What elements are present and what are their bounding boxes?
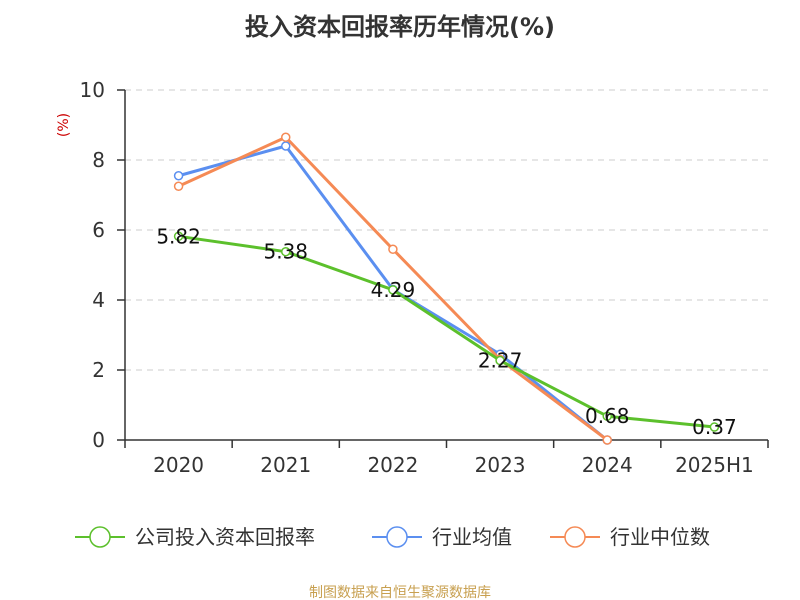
data-point bbox=[173, 231, 184, 242]
data-point bbox=[602, 435, 612, 445]
y-tick-label: 10 bbox=[80, 78, 105, 102]
legend-label: 公司投入资本回报率 bbox=[135, 525, 315, 549]
data-labels: 5.82 5.38 4.29 2.27 0.68 0.37 bbox=[156, 224, 736, 439]
legend-label: 行业中位数 bbox=[610, 525, 710, 549]
data-label: 4.29 bbox=[371, 278, 416, 302]
series-line bbox=[178, 234, 715, 429]
data-point bbox=[173, 171, 184, 181]
data-point bbox=[173, 181, 184, 191]
data-label: 0.68 bbox=[585, 404, 630, 428]
data-point bbox=[388, 285, 398, 295]
axes bbox=[124, 90, 768, 441]
data-point bbox=[281, 141, 291, 151]
legend-swatch-marker bbox=[386, 526, 408, 548]
y-axis-label: (%) bbox=[56, 113, 72, 137]
x-tick-label: 2020 bbox=[153, 453, 204, 477]
y-tick-label: 8 bbox=[92, 148, 105, 172]
data-point bbox=[602, 411, 612, 421]
data-point bbox=[709, 422, 720, 432]
data-point bbox=[281, 132, 291, 142]
source-note: 制图数据来自恒生聚源数据库 bbox=[309, 585, 491, 600]
x-axis-ticks: 2020 2021 2022 2023 2024 2025H1 bbox=[124, 440, 769, 477]
data-label: 5.38 bbox=[263, 240, 308, 264]
series-group bbox=[173, 132, 720, 445]
data-label: 2.27 bbox=[478, 349, 523, 373]
y-tick-label: 2 bbox=[92, 358, 105, 382]
y-axis-ticks: 0 2 4 6 8 10 bbox=[80, 78, 125, 452]
legend: 公司投入资本回报率 行业均值 行业中位数 bbox=[75, 525, 710, 549]
y-tick-label: 0 bbox=[92, 428, 105, 452]
x-tick-label: 2023 bbox=[475, 453, 526, 477]
data-point bbox=[495, 355, 505, 366]
y-tick-label: 6 bbox=[92, 218, 105, 242]
legend-swatch-marker bbox=[89, 526, 111, 548]
x-tick-label: 2022 bbox=[367, 453, 418, 477]
y-tick-label: 4 bbox=[92, 288, 105, 312]
legend-swatch-marker bbox=[564, 526, 586, 548]
data-point bbox=[388, 244, 398, 254]
x-tick-label: 2021 bbox=[260, 453, 311, 477]
data-label: 0.37 bbox=[692, 415, 737, 439]
data-point bbox=[281, 246, 291, 257]
x-tick-label: 2024 bbox=[582, 453, 633, 477]
legend-label: 行业均值 bbox=[432, 525, 512, 549]
gridlines bbox=[125, 89, 768, 371]
data-label: 5.82 bbox=[156, 224, 201, 248]
x-tick-label: 2025H1 bbox=[675, 453, 754, 477]
chart-title: 投入资本回报率历年情况(%) bbox=[245, 13, 555, 41]
